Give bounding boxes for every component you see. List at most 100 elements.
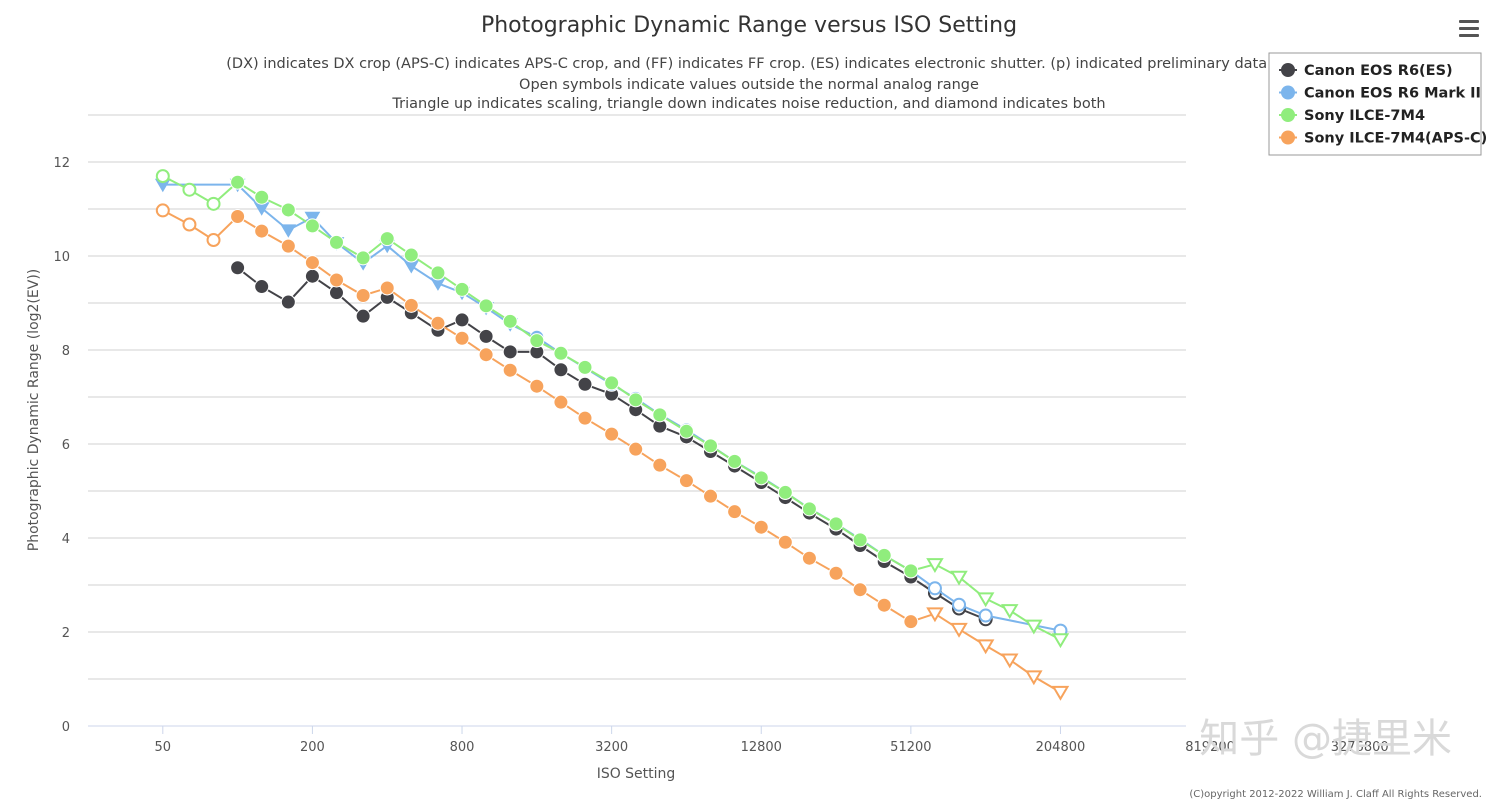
data-point [1025, 619, 1043, 635]
data-point [976, 639, 995, 655]
y-tick-label: 6 [62, 438, 70, 453]
data-point [828, 516, 844, 532]
data-point [952, 597, 967, 612]
data-point [950, 570, 968, 586]
data-point [801, 501, 817, 517]
legend-label: Sony ILCE-7M4 [1304, 108, 1425, 124]
y-tick-label: 4 [62, 532, 70, 547]
copyright-text: (C)opyright 2012-2022 William J. Claff A… [1189, 789, 1482, 800]
data-point [529, 333, 545, 349]
chart-subtitle-line-3: Triangle up indicates scaling, triangle … [391, 96, 1105, 112]
data-point [304, 211, 321, 226]
data-point [577, 410, 593, 426]
data-point [652, 407, 668, 423]
series-3 [155, 169, 1070, 649]
data-point [328, 285, 344, 301]
data-point [828, 565, 844, 581]
data-point [230, 209, 246, 225]
data-point [529, 378, 545, 394]
data-point [777, 534, 793, 550]
data-point [454, 330, 470, 346]
data-point [628, 441, 644, 457]
data-point [926, 607, 944, 623]
data-point [777, 484, 793, 500]
x-tick-label: 3276800 [1331, 740, 1389, 755]
legend-label: Canon EOS R6(ES) [1304, 63, 1453, 79]
data-point [254, 223, 270, 239]
data-point [502, 344, 518, 360]
chart-subtitle-line-2: Open symbols indicate values outside the… [519, 77, 979, 93]
data-point [1051, 633, 1070, 649]
data-point [280, 294, 296, 310]
legend-item-4[interactable]: Sony ILCE-7M4(APS-C) [1279, 130, 1487, 147]
y-tick-label: 2 [62, 626, 70, 641]
series-4 [155, 203, 1070, 701]
data-point [454, 281, 470, 297]
x-tick-label: 12800 [741, 740, 782, 755]
data-point [403, 247, 419, 263]
data-point [553, 362, 569, 378]
legend-item-1[interactable]: Canon EOS R6(ES) [1279, 63, 1453, 79]
data-point [678, 473, 694, 489]
data-point [328, 272, 344, 288]
series-1 [230, 260, 993, 627]
data-point [852, 532, 868, 548]
data-point [903, 614, 919, 630]
data-point [678, 423, 694, 439]
legend-label: Canon EOS R6 Mark II [1304, 86, 1481, 102]
x-tick-label: 51200 [890, 740, 931, 755]
data-point [753, 470, 769, 486]
data-point [182, 182, 197, 197]
series-line [162, 175, 1061, 641]
data-point [801, 550, 817, 566]
x-tick-label: 200 [300, 740, 325, 755]
y-axis-title: Photographic Dynamic Range (log2(EV)) [26, 269, 42, 552]
data-point [604, 375, 620, 391]
data-point [478, 298, 494, 314]
data-point [927, 581, 942, 596]
data-point [577, 376, 593, 392]
x-tick-label: 50 [155, 740, 172, 755]
y-tick-label: 10 [53, 250, 70, 265]
data-point [577, 359, 593, 375]
data-point [604, 426, 620, 442]
data-point [230, 174, 246, 190]
legend-item-2[interactable]: Canon EOS R6 Mark II [1279, 85, 1481, 102]
y-tick-label: 0 [62, 720, 70, 735]
data-point [280, 202, 296, 218]
series [154, 169, 1070, 701]
data-point [454, 312, 470, 328]
data-point [430, 315, 446, 331]
data-point [727, 504, 743, 520]
hamburger-menu-icon[interactable] [1455, 13, 1485, 43]
axes: 50 200 800 3200 12800 51200 204800 819200 327680… [53, 156, 1388, 755]
data-point [903, 563, 919, 579]
x-tick-label: 819200 [1185, 740, 1235, 755]
data-point [652, 457, 668, 473]
data-point [976, 592, 995, 608]
data-point [355, 308, 371, 324]
data-point [1051, 685, 1070, 701]
data-point [430, 265, 446, 281]
data-point [478, 328, 494, 344]
data-point [280, 224, 297, 238]
data-point [304, 268, 320, 284]
data-point [753, 519, 769, 535]
x-tick-label: 800 [450, 740, 475, 755]
data-point [502, 362, 518, 378]
data-point [703, 438, 719, 454]
legend-marker [1281, 63, 1295, 77]
data-point [926, 558, 944, 573]
legend-box [1268, 52, 1482, 156]
data-point [553, 394, 569, 410]
y-tick-label: 8 [62, 344, 70, 359]
legend-item-3[interactable]: Sony ILCE-7M4 [1279, 108, 1425, 124]
series-line [162, 209, 1062, 694]
data-point [355, 287, 371, 303]
data-point [876, 597, 892, 613]
data-point [206, 196, 221, 211]
data-point [355, 250, 371, 266]
legend: Canon EOS R6(ES) Canon EOS R6 Mark II Sony… [1268, 52, 1487, 156]
watermark: 知乎 @捷里米 [1199, 716, 1452, 762]
data-point [1000, 653, 1019, 669]
